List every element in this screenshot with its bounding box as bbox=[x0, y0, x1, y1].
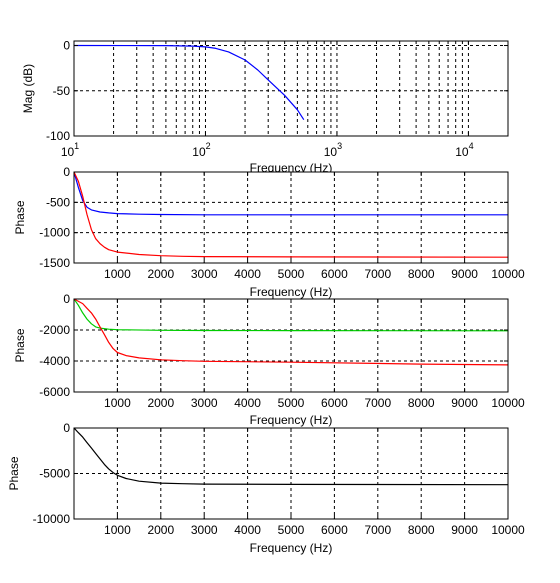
x-tick-label: 8000 bbox=[408, 396, 435, 410]
y-tick-label: 0 bbox=[63, 292, 70, 306]
series-line-1 bbox=[74, 44, 305, 121]
plot-area bbox=[74, 299, 508, 392]
x-tick-base: 10 bbox=[192, 145, 206, 159]
x-tick-label: 3000 bbox=[191, 267, 218, 281]
x-tick-label: 5000 bbox=[278, 396, 305, 410]
x-tick-label: 6000 bbox=[321, 267, 348, 281]
x-tick-label: 7000 bbox=[364, 523, 391, 537]
plot-area bbox=[74, 172, 508, 263]
y-tick-label: -50 bbox=[53, 84, 71, 98]
y-tick-label: -10000 bbox=[33, 512, 71, 526]
subplot-4: 0 -5000 -10000 1000 2000 3000 4000 5000 6000 7000… bbox=[7, 421, 525, 555]
x-tick-label: 4000 bbox=[234, 267, 261, 281]
x-tick-label: 3000 bbox=[191, 396, 218, 410]
y-tick-label: 0 bbox=[63, 421, 70, 435]
x-tick-label: 4000 bbox=[234, 523, 261, 537]
x-tick-label: 8000 bbox=[408, 267, 435, 281]
y-tick-label: 0 bbox=[63, 165, 70, 179]
x-tick-label: 10000 bbox=[491, 523, 525, 537]
x-tick-label: 9000 bbox=[451, 267, 478, 281]
x-tick-label: 5000 bbox=[278, 267, 305, 281]
x-tick-label: 8000 bbox=[408, 523, 435, 537]
x-tick-exponent: 2 bbox=[206, 141, 211, 151]
x-tick-exponent: 4 bbox=[469, 141, 474, 151]
x-tick-label: 1000 bbox=[104, 523, 131, 537]
x-tick-label: 104 bbox=[455, 141, 473, 159]
y-tick-label: -6000 bbox=[39, 385, 70, 399]
y-tick-label: 0 bbox=[63, 39, 70, 53]
x-tick-label: 2000 bbox=[147, 523, 174, 537]
x-axis-label: Frequency (Hz) bbox=[250, 413, 333, 427]
y-axis-label: Mag (dB) bbox=[21, 64, 35, 113]
y-tick-label: -4000 bbox=[39, 354, 70, 368]
x-tick-label: 2000 bbox=[147, 267, 174, 281]
x-tick-label: 9000 bbox=[451, 523, 478, 537]
x-tick-label: 10000 bbox=[491, 396, 525, 410]
y-tick-label: -100 bbox=[46, 129, 70, 143]
x-tick-label: 102 bbox=[192, 141, 210, 159]
x-tick-label: 101 bbox=[61, 141, 79, 159]
subplot-3: 0 -2000 -4000 -6000 1000 2000 3000 4000 5000 6000… bbox=[13, 292, 525, 427]
x-tick-base: 10 bbox=[455, 145, 469, 159]
x-tick-label: 4000 bbox=[234, 396, 261, 410]
x-tick-label: 1000 bbox=[104, 267, 131, 281]
x-tick-label: 2000 bbox=[147, 396, 174, 410]
y-tick-label: -1000 bbox=[39, 226, 70, 240]
y-axis-label: Phase bbox=[13, 328, 27, 362]
plot-area bbox=[74, 41, 508, 136]
subplot-2: 0 -500 -1000 -1500 1000 2000 3000 4000 5000 6000 7… bbox=[13, 165, 525, 299]
x-tick-label: 5000 bbox=[278, 523, 305, 537]
series-line-2 bbox=[74, 299, 508, 366]
x-tick-label: 9000 bbox=[451, 396, 478, 410]
y-tick-label: -2000 bbox=[39, 323, 70, 337]
x-tick-label: 7000 bbox=[364, 267, 391, 281]
x-tick-label: 6000 bbox=[321, 396, 348, 410]
x-tick-exponent: 1 bbox=[74, 141, 79, 151]
x-tick-label: 10000 bbox=[491, 267, 525, 281]
y-tick-label: -500 bbox=[46, 195, 70, 209]
series-line-2 bbox=[74, 172, 508, 258]
x-tick-label: 1000 bbox=[104, 396, 131, 410]
y-axis-label: Phase bbox=[7, 456, 21, 490]
x-tick-label: 6000 bbox=[321, 523, 348, 537]
x-tick-label: 7000 bbox=[364, 396, 391, 410]
x-tick-label: 103 bbox=[324, 141, 342, 159]
x-tick-base: 10 bbox=[61, 145, 75, 159]
y-axis-label: Phase bbox=[13, 200, 27, 234]
x-tick-label: 3000 bbox=[191, 523, 218, 537]
series-line-1 bbox=[74, 428, 508, 486]
series-line-1 bbox=[74, 172, 508, 216]
x-tick-base: 10 bbox=[324, 145, 338, 159]
axes-frame bbox=[73, 40, 509, 137]
y-tick-label: -1500 bbox=[39, 256, 70, 270]
x-tick-exponent: 3 bbox=[337, 141, 342, 151]
x-axis-label: Frequency (Hz) bbox=[250, 541, 333, 555]
y-tick-label: -5000 bbox=[39, 467, 70, 481]
x-axis-label: Frequency (Hz) bbox=[250, 285, 333, 299]
